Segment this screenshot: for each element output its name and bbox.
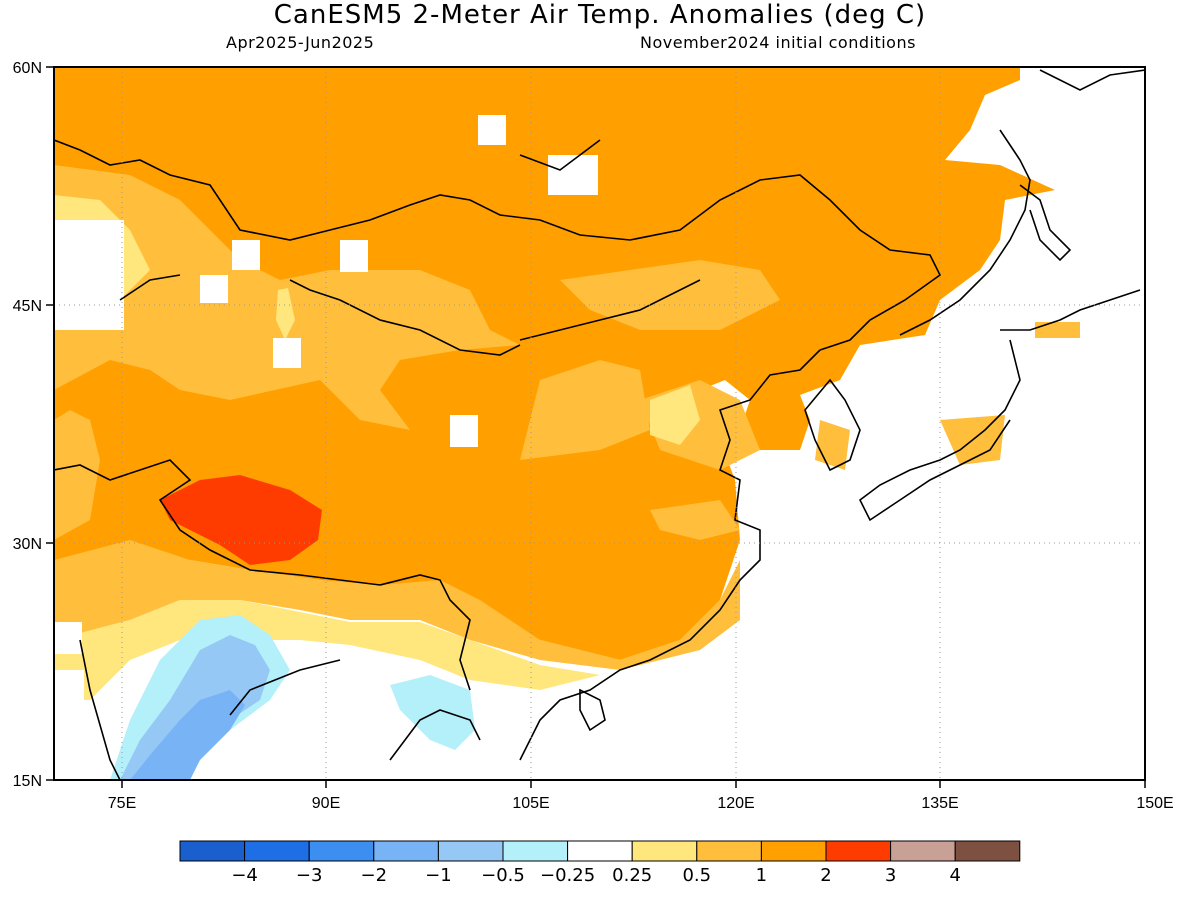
colorbar-label: 2 — [820, 865, 831, 886]
lat-label-60: 60N — [13, 60, 42, 77]
colorbar-swatch — [244, 840, 310, 862]
colorbar-label: 0.5 — [682, 865, 711, 886]
colorbar-label: −0.25 — [540, 865, 595, 886]
axis-ticks — [46, 66, 1146, 788]
lon-label-135: 135E — [921, 795, 958, 812]
colorbar-swatch — [696, 840, 762, 862]
colorbar-label: −4 — [231, 865, 258, 886]
lon-label-90: 90E — [312, 795, 340, 812]
colorbar-label: −3 — [296, 865, 323, 886]
colorbar-swatch — [890, 840, 956, 862]
colorbar-label: 0.25 — [612, 865, 652, 886]
graticule — [54, 67, 1145, 780]
colorbar-label: 3 — [885, 865, 896, 886]
colorbar-swatch — [567, 840, 633, 862]
colorbar-swatch — [373, 840, 439, 862]
map-frame — [53, 66, 1146, 781]
colorbar-swatch — [954, 840, 1021, 862]
colorbar-label: 1 — [756, 865, 767, 886]
lat-label-45: 45N — [13, 298, 42, 315]
initial-conditions-label: November2024 initial conditions — [640, 33, 916, 52]
colorbar-swatch — [502, 840, 569, 862]
colorbar-swatch — [437, 840, 504, 862]
anomaly-region-2-3 — [160, 475, 322, 565]
lon-label-150: 150E — [1136, 795, 1173, 812]
map-title: CanESM5 2-Meter Air Temp. Anomalies (deg… — [273, 0, 927, 30]
colorbar-swatch — [760, 840, 827, 862]
colorbar-swatch — [179, 840, 246, 862]
colorbar-swatch — [308, 840, 375, 862]
coastline-borders — [54, 69, 1145, 780]
lat-label-15: 15N — [13, 773, 42, 790]
colorbar-label: 4 — [949, 865, 960, 886]
lat-label-30: 30N — [13, 536, 42, 553]
lon-label-75: 75E — [108, 795, 136, 812]
colorbar-swatch — [631, 840, 698, 862]
colorbar: −4 −3 −2 −1 −0.5 −0.25 0.25 0.5 1 2 3 4 — [179, 840, 1021, 886]
colorbar-label: −2 — [361, 865, 388, 886]
lon-label-105: 105E — [512, 795, 549, 812]
season-label: Apr2025-Jun2025 — [226, 33, 375, 52]
colorbar-label: −1 — [425, 865, 452, 886]
colorbar-label: −0.5 — [481, 865, 525, 886]
anomaly-fill-layer — [54, 67, 1145, 780]
lon-label-120: 120E — [717, 795, 754, 812]
colorbar-swatch — [825, 840, 892, 862]
